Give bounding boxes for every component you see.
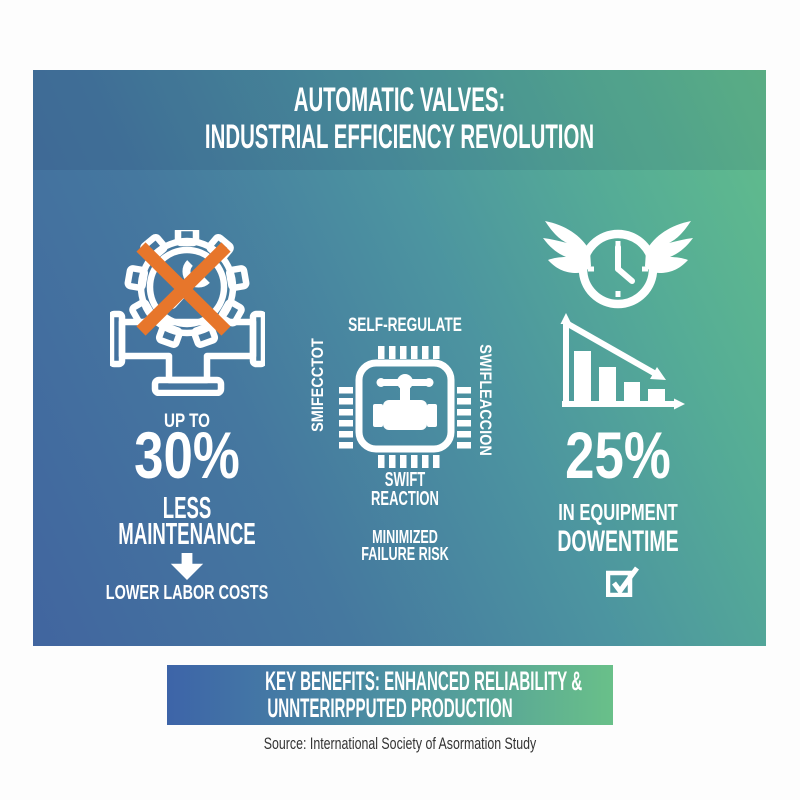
banner-line-2: UNNTERIRPPUTED PRODUCTION xyxy=(267,693,513,723)
checkbox-icon xyxy=(498,565,738,597)
winged-clock-icon xyxy=(498,213,738,323)
left-column: UP TO 30% LESS MAINTENANCE LOWER LABOR C… xyxy=(57,70,317,646)
title-line-1: AUTOMATIC VALVES: xyxy=(293,81,506,119)
main-panel: AUTOMATIC VALVES: INDUSTRIAL EFFICIENCY … xyxy=(33,70,766,646)
center-column: SELF-REGULATE xyxy=(285,70,525,646)
wings xyxy=(543,221,693,273)
chip-pins xyxy=(339,346,471,468)
gear-pipe-svg xyxy=(109,230,265,396)
up-to-text: UP TO xyxy=(164,411,210,432)
thirty-percent-text: 30% xyxy=(134,418,240,492)
minimized-text: MINIMIZED xyxy=(372,527,438,547)
stat-30-percent: 30% xyxy=(83,422,291,488)
banner-text: KEY BENEFITS: ENHANCED RELIABILITY & UNN… xyxy=(265,666,583,723)
title-band: AUTOMATIC VALVES: INDUSTRIAL EFFICIENCY … xyxy=(33,70,766,170)
downtime-text: DOWENTIME xyxy=(557,525,679,558)
page-title: AUTOMATIC VALVES: INDUSTRIAL EFFICIENCY … xyxy=(180,82,620,156)
self-regulate-label: SELF-REGULATE xyxy=(319,315,492,337)
downtime-label: DOWENTIME xyxy=(540,525,696,559)
key-benefits-banner: KEY BENEFITS: ENHANCED RELIABILITY & UNN… xyxy=(167,665,613,725)
swift-reaction-label: SWIFT REACTION xyxy=(327,469,483,510)
in-equipment-text: IN EQUIPMENT xyxy=(558,499,678,525)
less-label: LESS xyxy=(109,490,265,526)
less-text: LESS xyxy=(162,490,212,525)
source-text: Source: International Society of Asormat… xyxy=(263,735,537,753)
crossed-gear-pipe-icon xyxy=(57,230,317,396)
pipe-icon xyxy=(109,310,265,396)
chip-left-label: SMIFECCTOT xyxy=(308,338,327,432)
stat-25-percent: 25% xyxy=(522,422,714,488)
chip-valve-icon xyxy=(285,343,525,471)
maintenance-text: MAINTENANCE xyxy=(118,516,256,551)
reaction-text: REACTION xyxy=(371,488,439,510)
x-mark-icon xyxy=(135,242,231,336)
failure-risk-text: FAILURE RISK xyxy=(361,543,449,564)
lower-labor-costs-label: LOWER LABOR COSTS xyxy=(93,582,280,605)
clock-face xyxy=(578,229,658,309)
self-regulate-text: SELF-REGULATE xyxy=(348,315,462,336)
clock-hands xyxy=(615,244,635,284)
swift-text: SWIFT xyxy=(384,469,426,491)
minimized-failure-risk-label: MINIMIZED FAILURE RISK xyxy=(321,527,489,564)
banner-line-1: KEY BENEFITS: ENHANCED RELIABILITY & xyxy=(265,666,583,696)
twenty-five-percent-text: 25% xyxy=(565,418,671,492)
maintenance-label: MAINTENANCE xyxy=(109,516,265,552)
up-to-label: UP TO xyxy=(83,411,291,433)
source-attribution: Source: International Society of Asormat… xyxy=(0,735,800,754)
chip-right-label: SWIFLEACCION xyxy=(476,344,495,456)
lower-labor-text: LOWER LABOR COSTS xyxy=(105,582,269,604)
declining-chart-icon xyxy=(498,312,738,412)
title-line-2: INDUSTRIAL EFFICIENCY REVOLUTION xyxy=(204,118,595,156)
down-arrow-icon xyxy=(57,553,317,580)
chip-body xyxy=(355,359,455,453)
right-column: 25% IN EQUIPMENT DOWENTIME xyxy=(498,70,738,646)
valve-icon xyxy=(373,374,437,430)
in-equipment-label: IN EQUIPMENT xyxy=(532,499,705,526)
